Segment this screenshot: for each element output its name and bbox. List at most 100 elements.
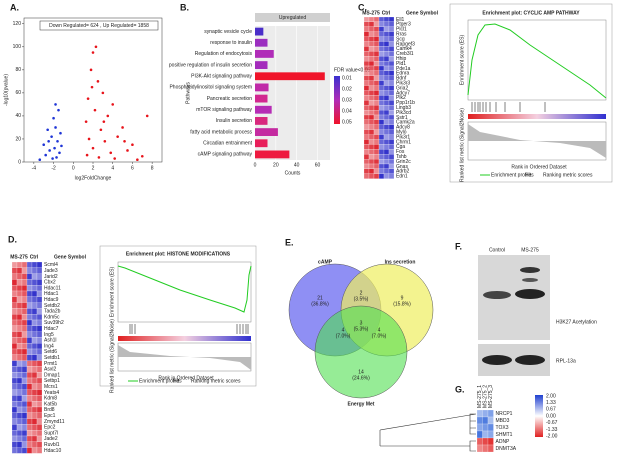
- heat-cell: [11, 273, 18, 280]
- heat-cell: [383, 85, 390, 91]
- heat-cell: [383, 70, 390, 76]
- gene-label: Brd8: [44, 407, 55, 413]
- heat-cell: [388, 124, 395, 130]
- heat-cell: [26, 314, 33, 321]
- heat-cell: [31, 401, 38, 408]
- heat-cell: [11, 372, 18, 379]
- heat-cell: [36, 290, 43, 297]
- point: [48, 149, 51, 152]
- heat-cell: [378, 139, 385, 145]
- heat-cell: [383, 31, 390, 37]
- heat-cell: [11, 377, 18, 384]
- dendrogram: [379, 413, 477, 452]
- gsea-c-es-box: [467, 19, 607, 101]
- heat-cell: [388, 100, 395, 106]
- heat-cell: [383, 114, 390, 121]
- gene-label: Sstr1: [396, 115, 408, 121]
- gene-label: Supt7l: [44, 430, 58, 436]
- point: [54, 126, 57, 129]
- heat-cell: [36, 261, 43, 268]
- heat-cell: [373, 65, 380, 72]
- heat-cell: [16, 372, 23, 379]
- gene-label: Dmap1: [44, 372, 60, 378]
- heat-cell: [368, 80, 375, 86]
- heat-cell: [363, 134, 370, 140]
- heat-cell: [363, 16, 370, 23]
- heat-cell: [378, 75, 385, 81]
- gene-label: Zmynd11: [44, 419, 65, 425]
- heat-cell: [16, 343, 23, 350]
- heat-cell: [11, 308, 18, 315]
- heat-cell: [363, 159, 370, 165]
- heat-cell: [363, 105, 370, 111]
- heat-cell: [487, 444, 494, 453]
- heat-cell: [388, 139, 395, 145]
- heat-cell: [378, 51, 385, 57]
- heat-cell: [31, 395, 38, 402]
- heat-cell: [363, 109, 370, 116]
- heat-cell: [378, 134, 385, 140]
- heat-cell: [378, 46, 385, 52]
- heat-cell: [26, 424, 33, 431]
- heat-cell: [36, 314, 43, 321]
- heat-cell: [11, 296, 18, 303]
- heat-cell: [16, 319, 23, 326]
- heat-cell: [373, 51, 380, 57]
- heat-cell: [388, 154, 395, 160]
- heat-cell: [383, 168, 390, 174]
- x-tick-label: 20: [273, 162, 279, 168]
- heat-cell: [31, 308, 38, 315]
- heat-cell: [368, 100, 375, 106]
- header-box: [255, 13, 330, 22]
- heat-cell: [378, 124, 385, 130]
- heat-cell: [383, 26, 390, 32]
- band: [515, 289, 545, 299]
- gsea-c-rank-bar: [468, 114, 606, 119]
- heat-cell: [378, 105, 385, 111]
- heat-cell: [11, 395, 18, 402]
- band: [483, 291, 511, 299]
- heat-cell: [373, 134, 380, 140]
- heat-cell: [11, 267, 18, 274]
- heat-cell: [368, 124, 375, 130]
- heat-cell: [363, 114, 370, 121]
- gene-label: Gria2: [396, 85, 408, 91]
- heat-cell: [368, 154, 375, 160]
- gene-label: Hhip: [396, 56, 407, 62]
- legend-bar: [334, 76, 340, 124]
- legend-entry: Enrichment profile: [491, 172, 532, 178]
- heat-cell: [476, 416, 483, 425]
- bar: [255, 139, 268, 148]
- gsea-d-curve: [117, 265, 252, 313]
- heat-cell: [16, 273, 23, 280]
- heat-cell: [368, 65, 375, 72]
- heat-cell: [363, 56, 370, 62]
- heat-cell: [383, 36, 390, 42]
- heat-cell: [26, 389, 33, 396]
- heat-cell: [388, 36, 395, 42]
- category-label: synaptic vesicle cycle: [204, 29, 252, 35]
- point: [121, 126, 124, 129]
- heat-cell: [368, 51, 375, 57]
- heat-cell: [11, 337, 18, 344]
- heat-cell: [363, 173, 370, 179]
- heat-cell: [383, 16, 390, 23]
- heat-cell: [26, 395, 33, 402]
- legend-entry: Hits: [173, 378, 182, 384]
- category-label: Insulin secretion: [216, 118, 252, 124]
- heat-cell: [388, 159, 395, 165]
- heat-cell: [11, 412, 18, 419]
- region-count: 9: [401, 295, 404, 301]
- heat-cell: [31, 389, 38, 396]
- heat-cell: [21, 285, 28, 292]
- heat-cell: [11, 279, 18, 286]
- heat-cell: [373, 31, 380, 37]
- heat-cell: [378, 163, 385, 170]
- heat-cell: [363, 168, 370, 174]
- region-count: 4: [378, 327, 381, 333]
- band-label: H3K27 Acetylation: [556, 319, 597, 325]
- x-tick-label: -4: [32, 165, 37, 171]
- heat-cell: [26, 435, 33, 442]
- heat-cell: [26, 285, 33, 292]
- y-tick-label: 80: [15, 67, 21, 73]
